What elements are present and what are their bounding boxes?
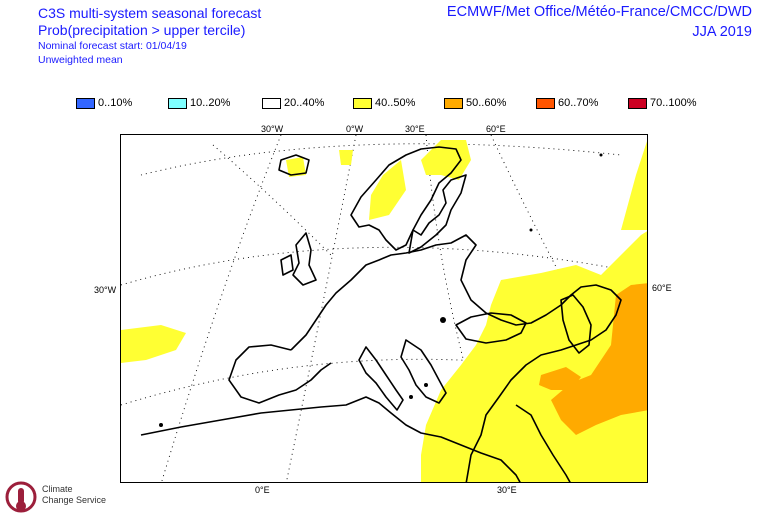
island — [424, 383, 428, 387]
forecast-season: JJA 2019 — [692, 24, 752, 40]
legend-swatch — [444, 97, 463, 109]
logo-line-2: Change Service — [42, 495, 107, 505]
lon-label-right: 60°E — [652, 283, 672, 293]
shade-40-50-north-east — [621, 141, 647, 230]
shade-50-60-caspian — [551, 283, 647, 435]
lon-label-top: 60°E — [486, 124, 506, 134]
island — [409, 395, 413, 399]
legend-label: 10..20% — [190, 97, 231, 109]
shade-50-60-turkey — [539, 367, 581, 390]
legend-label: 40..50% — [375, 97, 416, 109]
legend-swatch — [628, 97, 647, 109]
chart-subtitle: Prob(precipitation > upper tercile) — [38, 22, 246, 38]
coast-continental — [290, 234, 622, 482]
coastlines — [140, 146, 622, 482]
coast-britain — [292, 232, 317, 286]
legend-item: 40..50% — [353, 96, 415, 110]
legend-swatch — [76, 97, 95, 109]
logo-line-1: Climate — [42, 484, 73, 494]
legend-item: 60..70% — [536, 96, 598, 110]
lon-label-top: 0°W — [346, 124, 364, 134]
logo-emblem-icon — [5, 481, 37, 513]
lon-label-bottom: 0°E — [255, 485, 270, 495]
lon-label-top: 30°W — [261, 124, 284, 134]
islands — [159, 153, 603, 427]
probability-shading — [121, 140, 647, 482]
lon-label-top: 30°E — [405, 124, 425, 134]
forecast-start: Nominal forecast start: 01/04/19 — [38, 40, 187, 52]
coast-arabia — [515, 404, 571, 482]
legend-swatch — [262, 97, 281, 109]
legend-label: 20..40% — [284, 97, 325, 109]
lon-label-bottom: 30°E — [497, 485, 517, 495]
copernicus-logo: Climate Change Service — [4, 478, 114, 518]
island — [440, 317, 446, 323]
coast-iceland — [278, 154, 310, 176]
shade-40-50-norway — [369, 160, 406, 220]
source-block: ECMWF/Met Office/Météo-France/CMCC/DWD J… — [447, 3, 752, 41]
shade-40-50-norwegian-sea — [339, 150, 353, 165]
coast-scandinavia — [350, 146, 462, 251]
legend-label: 0..10% — [98, 97, 133, 109]
shade-40-50-atlantic — [121, 325, 186, 363]
legend-label: 60..70% — [558, 97, 599, 109]
averaging-method: Unweighted mean — [38, 54, 123, 66]
legend-label: 50..60% — [466, 97, 507, 109]
legend-swatch — [353, 97, 372, 109]
legend-item: 0..10% — [76, 96, 132, 110]
island — [159, 423, 163, 427]
legend-item: 10..20% — [168, 96, 230, 110]
shade-40-50-scandinavia — [421, 140, 471, 180]
coast-italy — [358, 346, 404, 411]
coast-ireland — [280, 254, 294, 276]
map-canvas — [121, 135, 647, 482]
legend-item: 20..40% — [262, 96, 324, 110]
chart-title: C3S multi-system seasonal forecast — [38, 5, 262, 21]
lon-label-left: 30°W — [94, 285, 117, 295]
coast-black-sea — [455, 312, 527, 344]
coast-north-africa — [140, 396, 521, 482]
legend-item: 70..100% — [628, 96, 696, 110]
legend-item: 50..60% — [444, 96, 506, 110]
island — [599, 153, 603, 157]
coast-caspian — [560, 294, 592, 354]
coast-baltic — [408, 174, 467, 254]
shade-40-50-iceland — [286, 157, 306, 177]
legend-label: 70..100% — [650, 97, 697, 109]
legend-swatch — [168, 97, 187, 109]
contributing-centres: ECMWF/Met Office/Météo-France/CMCC/DWD — [446, 4, 752, 20]
title-block: C3S multi-system seasonal forecast Prob(… — [38, 5, 261, 67]
coast-iberia — [228, 344, 332, 404]
coast-balkans — [400, 339, 447, 404]
island — [529, 228, 533, 232]
legend-swatch — [536, 97, 555, 109]
forecast-map — [120, 134, 648, 483]
